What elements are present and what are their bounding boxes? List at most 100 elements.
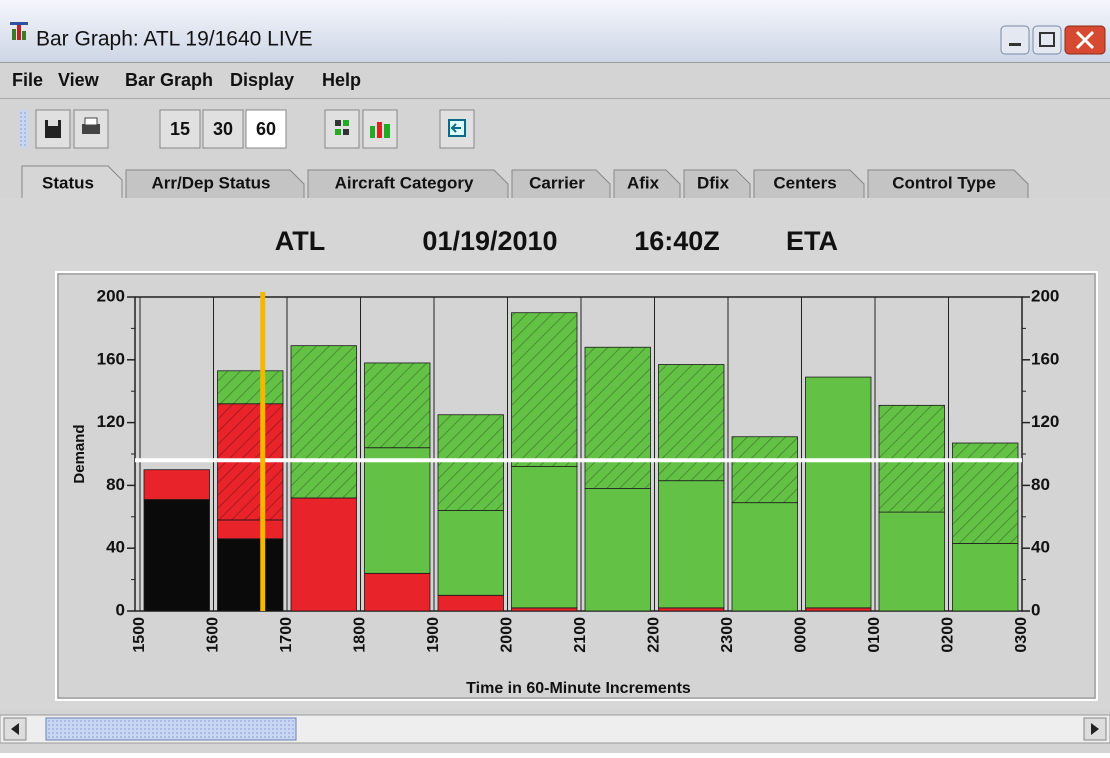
y2-tick-label: 80 <box>1031 475 1050 494</box>
chart-title: ATL <box>275 226 325 256</box>
y-tick-label: 160 <box>97 349 125 368</box>
bar-segment <box>217 370 284 405</box>
bar-segment <box>878 511 945 612</box>
window-title: Bar Graph: ATL 19/1640 LIVE <box>36 28 313 51</box>
x-tick-label: 2300 <box>719 617 736 653</box>
tab-label: Aircraft Category <box>335 173 474 192</box>
y2-tick-label: 200 <box>1031 286 1059 305</box>
window-controls[interactable] <box>1000 25 1106 55</box>
menu-bar: File View Bar Graph Display Help <box>12 70 361 90</box>
x-tick-label: 1900 <box>425 617 442 653</box>
export-button[interactable] <box>439 109 475 149</box>
bar-segment <box>290 345 357 499</box>
interval-label: 60 <box>256 119 276 139</box>
menu-item[interactable]: Help <box>322 70 361 90</box>
tab[interactable]: Dfix <box>683 169 751 198</box>
tab-label: Control Type <box>892 173 996 192</box>
chart-title: 16:40Z <box>634 226 720 256</box>
bar-segment <box>952 543 1019 612</box>
interval-label: 15 <box>170 119 190 139</box>
toolbar: 15 30 60 <box>20 109 475 149</box>
bar-segment <box>364 447 431 574</box>
app-icon <box>10 22 28 40</box>
menu-item[interactable]: Bar Graph <box>125 70 213 90</box>
x-tick-label: 0200 <box>940 617 957 653</box>
y2-tick-label: 40 <box>1031 538 1050 557</box>
x-tick-label: 1500 <box>131 617 148 653</box>
bar-segment <box>511 466 578 609</box>
y-tick-label: 0 <box>116 600 125 619</box>
separator <box>0 98 1110 99</box>
menu-item[interactable]: File <box>12 70 43 90</box>
x-tick-label: 0100 <box>866 617 883 653</box>
bar-segment <box>217 519 284 540</box>
bar-segment <box>437 414 504 511</box>
x-tick-label: 2000 <box>499 617 516 653</box>
y-tick-label: 80 <box>106 475 125 494</box>
tab-shape <box>125 169 305 198</box>
tab[interactable]: Afix <box>613 169 681 198</box>
x-tick-label: 0300 <box>1013 617 1030 653</box>
tab-label: Status <box>42 173 94 192</box>
menu-item[interactable]: Display <box>230 70 294 90</box>
tab-shape <box>753 169 865 198</box>
interval-label: 30 <box>213 119 233 139</box>
tab-label: Afix <box>627 173 660 192</box>
interval-button[interactable] <box>245 109 287 149</box>
x-tick-label: 1700 <box>278 617 295 653</box>
bar-segment <box>364 572 431 612</box>
menu-item[interactable]: View <box>58 70 100 90</box>
y-axis-label: Demand <box>71 424 88 483</box>
tab-shape <box>683 169 751 198</box>
tab[interactable]: Status <box>21 165 123 198</box>
x-axis-label: Time in 60-Minute Increments <box>466 680 691 697</box>
tab-shape <box>511 169 611 198</box>
tab-shape <box>867 169 1029 198</box>
chart-panel-border <box>57 273 1096 699</box>
separator <box>0 62 1110 63</box>
tab-bar: Status Arr/Dep Status Aircraft Category Car… <box>21 165 1029 198</box>
bar-segment <box>805 607 872 612</box>
tab-shape <box>21 165 123 198</box>
y-tick-label: 120 <box>97 412 125 431</box>
bar-segment <box>511 607 578 612</box>
tab[interactable]: Centers <box>753 169 865 198</box>
bar-segment <box>658 607 725 612</box>
bar-segment <box>143 499 210 612</box>
tab[interactable]: Control Type <box>867 169 1029 198</box>
x-tick-label: 1800 <box>352 617 369 653</box>
tab[interactable]: Aircraft Category <box>307 169 509 198</box>
y2-tick-label: 0 <box>1031 600 1040 619</box>
tab-label: Dfix <box>697 173 730 192</box>
chart-title: 01/19/2010 <box>422 226 557 256</box>
bar-segment <box>952 442 1019 544</box>
chart-title: ETA <box>786 226 838 256</box>
layout-button[interactable] <box>324 109 360 149</box>
bar-segment <box>584 488 651 612</box>
tab-label: Centers <box>773 173 836 192</box>
x-tick-label: 2100 <box>572 617 589 653</box>
tab-shape <box>307 169 509 198</box>
interval-button[interactable] <box>159 109 201 149</box>
chart: ATL 01/19/2010 16:40Z ETA040801201602000408… <box>71 226 1059 697</box>
bar-segment <box>364 362 431 449</box>
bar-segment <box>143 469 210 500</box>
bar-segment <box>217 538 284 612</box>
interval-button[interactable] <box>202 109 244 149</box>
bar-segment <box>731 502 798 612</box>
bar-segment <box>658 364 725 482</box>
y2-tick-label: 120 <box>1031 412 1059 431</box>
title-bar <box>0 0 1110 62</box>
bar-segment <box>731 436 798 504</box>
tab[interactable]: Carrier <box>511 169 611 198</box>
y2-tick-label: 160 <box>1031 349 1059 368</box>
x-tick-label: 1600 <box>205 617 222 653</box>
tab-shape <box>613 169 681 198</box>
scrollbar[interactable] <box>0 714 1110 744</box>
bar-segment <box>511 312 578 467</box>
tab[interactable]: Arr/Dep Status <box>125 169 305 198</box>
tab-label: Arr/Dep Status <box>151 173 270 192</box>
x-tick-label: 0000 <box>793 617 810 653</box>
bar-segment <box>658 480 725 609</box>
